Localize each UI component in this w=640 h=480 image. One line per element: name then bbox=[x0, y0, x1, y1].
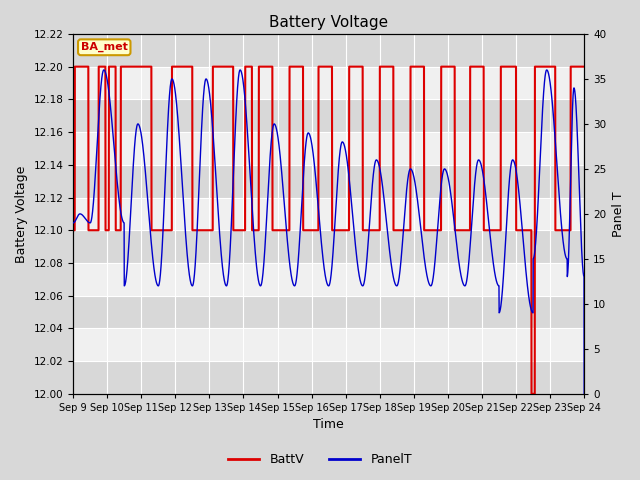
Text: BA_met: BA_met bbox=[81, 42, 128, 52]
Bar bbox=[73, 296, 584, 328]
Y-axis label: Panel T: Panel T bbox=[612, 191, 625, 237]
Bar bbox=[73, 34, 584, 67]
Bar bbox=[73, 132, 584, 165]
Bar bbox=[73, 198, 584, 230]
Title: Battery Voltage: Battery Voltage bbox=[269, 15, 388, 30]
Bar bbox=[73, 361, 584, 394]
Bar bbox=[73, 99, 584, 132]
Bar bbox=[73, 263, 584, 296]
Bar bbox=[73, 67, 584, 99]
Legend: BattV, PanelT: BattV, PanelT bbox=[223, 448, 417, 471]
Y-axis label: Battery Voltage: Battery Voltage bbox=[15, 165, 28, 263]
Bar bbox=[73, 328, 584, 361]
X-axis label: Time: Time bbox=[314, 419, 344, 432]
Bar bbox=[73, 230, 584, 263]
Bar bbox=[73, 165, 584, 198]
